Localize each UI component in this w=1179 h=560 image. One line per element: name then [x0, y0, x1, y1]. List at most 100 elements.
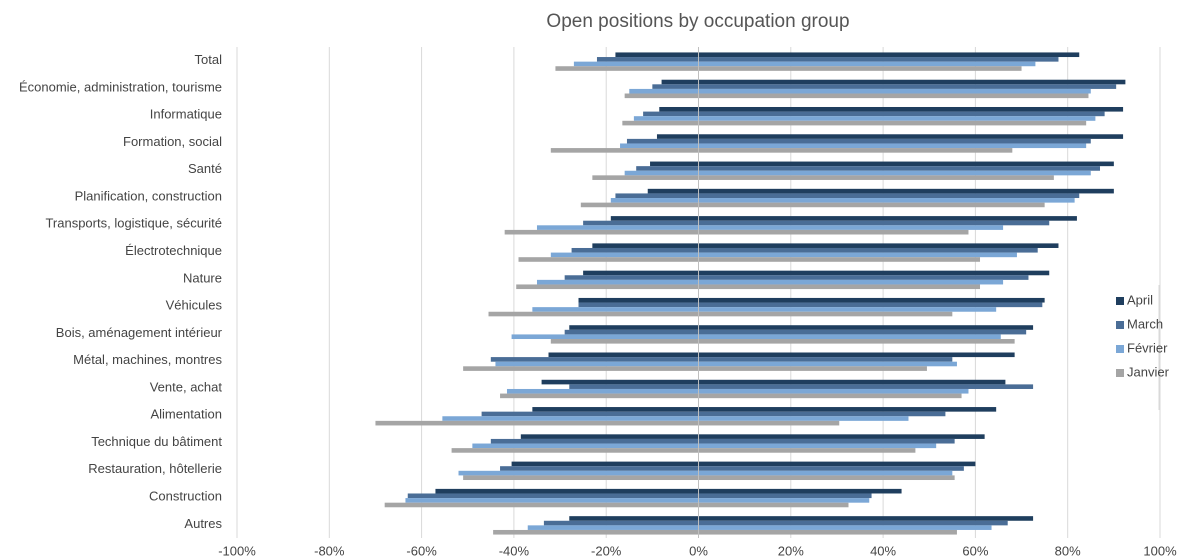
bar [504, 229, 699, 235]
bar [698, 88, 1091, 94]
bar [698, 388, 969, 394]
bar [698, 334, 1001, 340]
bar [698, 247, 1038, 253]
bar [698, 148, 1013, 153]
bar [698, 443, 937, 449]
bar [698, 493, 872, 499]
bar [375, 420, 699, 426]
bar [698, 502, 849, 508]
bar [592, 243, 699, 248]
bar [656, 134, 699, 139]
bar [698, 229, 969, 235]
bar [463, 475, 699, 481]
legend-swatch [1116, 297, 1124, 305]
bar [592, 175, 699, 180]
bar [610, 198, 699, 203]
bar [698, 416, 909, 421]
bar [564, 329, 699, 335]
bar [569, 516, 699, 521]
bar [578, 297, 699, 303]
x-tick-label: 0% [689, 543, 708, 558]
bar [698, 279, 1004, 285]
bar [698, 311, 953, 317]
bar [698, 161, 1114, 167]
y-tick-label: Électrotechnique [125, 243, 222, 258]
bar [698, 466, 964, 471]
bar [506, 388, 699, 394]
bar [490, 438, 699, 444]
legend-label: Février [1127, 340, 1168, 355]
bar [698, 379, 1006, 385]
bar [578, 302, 699, 308]
bar [698, 225, 1004, 230]
bar [698, 134, 1124, 139]
bar [624, 93, 699, 99]
bar [698, 116, 1096, 121]
y-tick-label: Planification, construction [75, 188, 222, 203]
bar [442, 416, 699, 421]
bar [698, 52, 1080, 58]
bar [698, 257, 981, 262]
bar [698, 170, 1091, 176]
bar [481, 411, 699, 417]
bar [698, 243, 1059, 248]
bar [698, 516, 1034, 521]
bar [520, 434, 699, 439]
y-tick-label: Restauration, hôtellerie [88, 461, 222, 476]
bar [451, 448, 699, 453]
bar [698, 284, 981, 290]
bar [698, 252, 1017, 258]
bar [698, 434, 985, 439]
bar [629, 88, 699, 94]
x-tick-label: -100% [218, 543, 256, 558]
bar [698, 352, 1015, 358]
bar [659, 106, 699, 112]
bar [698, 361, 957, 367]
bar [698, 166, 1101, 171]
bar [698, 525, 992, 530]
legend-swatch [1116, 345, 1124, 353]
y-tick-label: Véhicules [166, 298, 223, 313]
bar [407, 493, 699, 499]
legend-swatch [1116, 321, 1124, 329]
bar [698, 420, 840, 426]
bar [698, 520, 1008, 526]
bar [698, 307, 997, 312]
y-tick-label: Total [195, 52, 223, 67]
bar [495, 361, 699, 367]
legend-label: Janvier [1127, 364, 1170, 379]
bar [698, 297, 1045, 303]
bar [463, 366, 699, 371]
y-tick-label: Bois, aménagement intérieur [56, 325, 223, 340]
bar [571, 247, 699, 253]
bar [500, 393, 699, 399]
legend-label: April [1127, 292, 1153, 307]
bar [435, 488, 699, 494]
x-tick-label: -40% [499, 543, 530, 558]
bar [405, 498, 699, 503]
bar [698, 138, 1091, 144]
x-tick-label: 60% [962, 543, 988, 558]
y-tick-label: Nature [183, 270, 222, 285]
bar [596, 57, 699, 62]
bar [698, 407, 997, 412]
bar [698, 93, 1089, 99]
bar [698, 193, 1080, 199]
bar [620, 143, 699, 149]
bar [564, 275, 699, 280]
legend-label: March [1127, 316, 1163, 331]
y-tick-label: Construction [149, 489, 222, 504]
bar [511, 334, 699, 340]
bar [543, 520, 699, 526]
y-tick-label: Économie, administration, tourisme [19, 79, 222, 94]
x-tick-label: 100% [1143, 543, 1177, 558]
bar [624, 170, 699, 176]
bar [698, 57, 1059, 62]
bar [615, 52, 699, 58]
bar [698, 339, 1015, 344]
bar [698, 461, 976, 467]
bar [580, 202, 699, 208]
y-tick-label: Métal, machines, montres [73, 352, 222, 367]
bar [583, 270, 699, 276]
